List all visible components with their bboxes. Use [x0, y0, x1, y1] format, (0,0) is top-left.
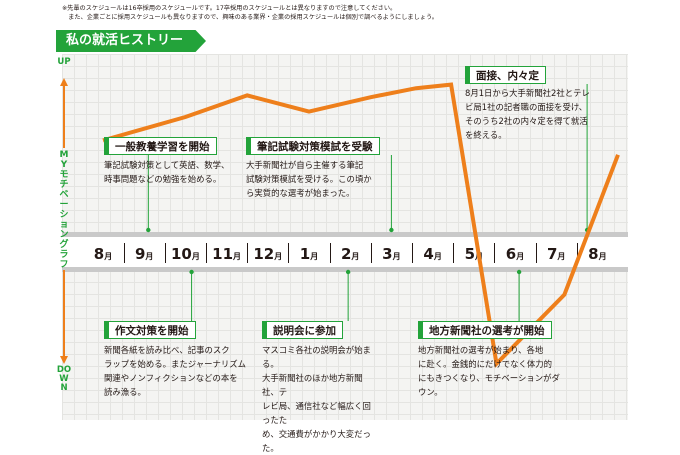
- month-label: 9月: [134, 245, 154, 263]
- event-above-0-title: 一般教養学習を開始: [104, 137, 217, 155]
- month-label: 11月: [212, 245, 242, 263]
- event-below-2-text: 地方新聞社の選考が始まり、各地 に赴く。金銭的にだけでなく体力的 にもきつくなり…: [418, 345, 560, 397]
- event-above-1-title: 筆記試験対策模試を受験: [246, 137, 380, 155]
- month-separator: [535, 243, 537, 263]
- month-label: 6月: [505, 245, 525, 263]
- month-timeline: 8月 9月 10月 11月 12月 1月 2月 3月 4月 5月 6月 7月 8月: [62, 232, 628, 272]
- month-label: 1月: [299, 245, 319, 263]
- event-connector-dot: [146, 227, 151, 233]
- event-connector-dot: [345, 269, 351, 275]
- month-label: 8月: [588, 245, 607, 263]
- axis-up-label: UP: [57, 57, 71, 67]
- month-separator: [123, 243, 125, 263]
- event-above-0-text: 筆記試験対策として英語、数学、 時事問題などの勉強を始める。: [104, 160, 230, 184]
- month-label: 2月: [340, 245, 360, 263]
- month-label: 8月: [93, 245, 113, 263]
- month-label: 4月: [423, 245, 442, 263]
- event-connector-dot: [389, 227, 394, 233]
- event-below-1-title: 説明会に参加: [262, 321, 343, 339]
- month-separator: [288, 243, 290, 263]
- month-label: 12月: [253, 245, 283, 263]
- axis-down-label: DOWN: [56, 365, 72, 393]
- axis-arrow-up-icon: [60, 78, 68, 86]
- event-below-1-text: マスコミ各社の説明会が始まる。 大手新聞社のほか地方新聞社、テ レビ局、通信社な…: [262, 345, 371, 453]
- event-below-0-title: 作文対策を開始: [104, 321, 196, 339]
- month-separator: [164, 243, 166, 263]
- month-separator: [247, 243, 249, 263]
- axis-caption: MYモチベーショングラフ: [59, 150, 69, 270]
- section-title: 私の就活ヒストリー: [56, 30, 206, 52]
- axis-arrow-down-icon: [60, 356, 68, 364]
- month-separator: [370, 243, 372, 263]
- month-separator: [206, 243, 207, 263]
- month-separator: [576, 243, 578, 263]
- event-below-2-title: 地方新聞社の選考が開始: [418, 321, 552, 339]
- schedule-note-line-2: また、企業ごとに採用スケジュールも異なりますので、興味のある業界・企業の採用スケ…: [62, 14, 438, 21]
- month-separator: [494, 243, 496, 263]
- month-label: 7月: [546, 245, 566, 263]
- month-separator: [412, 243, 413, 263]
- event-below-0-text: 新聞各紙を読み比べ、記事のスク ラップを始める。またジャーナリズム 関連やノンフ…: [104, 345, 246, 397]
- schedule-note-line-1: ※先輩のスケジュールは16卒採用のスケジュールです。17卒採用のスケジュールとは…: [62, 5, 397, 12]
- month-separator: [453, 243, 455, 263]
- event-above-1-text: 大手新聞社が自ら主催する筆記 試験対策模試を受ける。この頃か ら実質的な選考が始…: [246, 160, 372, 198]
- event-connector-dot: [189, 269, 194, 275]
- month-label: 3月: [382, 245, 401, 263]
- month-label: 10月: [170, 245, 200, 263]
- month-separator: [329, 243, 331, 263]
- event-above-2-text: 8月1日から大手新聞社2社とテレ ビ局1社の記者職の面接を受け、 そのうち2社の…: [465, 88, 590, 140]
- event-connector-dot: [516, 269, 522, 275]
- event-above-2-title: 面接、内々定: [465, 66, 546, 84]
